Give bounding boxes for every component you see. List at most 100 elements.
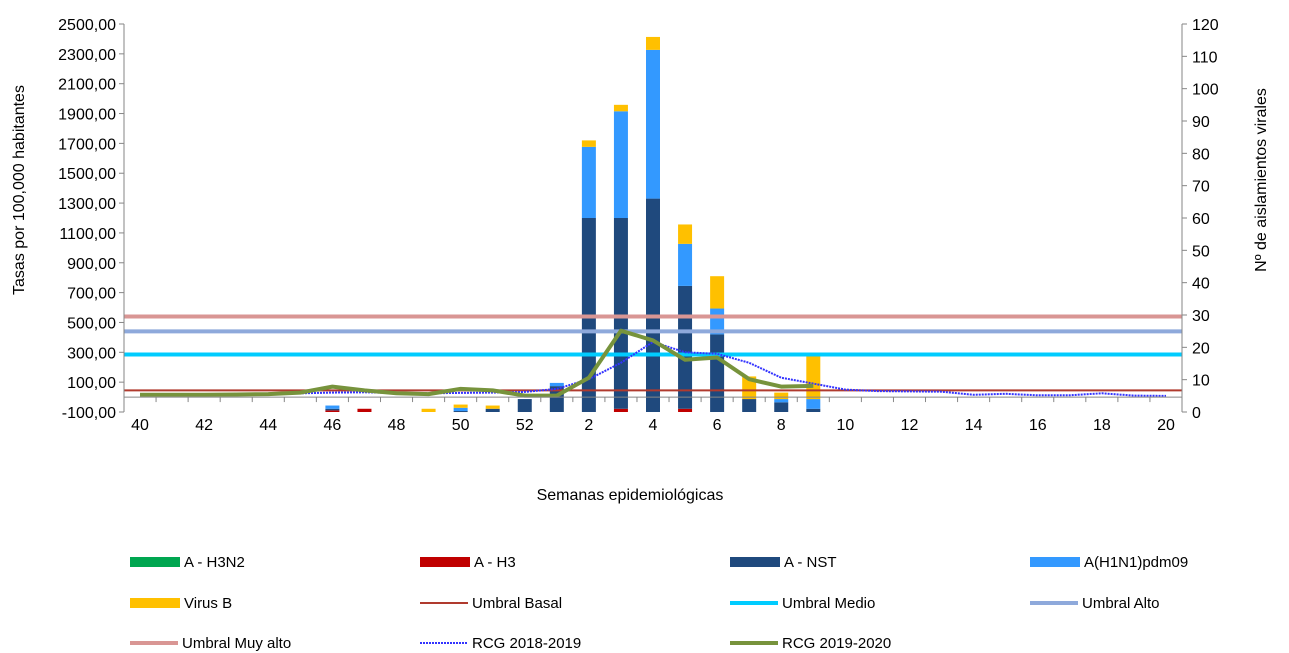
bar-a-h3-week-5 [678,408,693,412]
bar-virus-b-week-51 [485,405,500,409]
bar-virus-b-week-5 [678,224,693,244]
x-tick-label: 40 [131,417,149,434]
left-y-axis-title: Tasas por 100,000 habitantes [11,85,28,295]
legend-item-a-nst: A - NST [730,554,837,571]
x-tick-label: 8 [777,417,786,434]
legend-label: Umbral Medio [782,595,875,612]
x-tick-label: 2 [584,417,593,434]
legend-label: RCG 2019-2020 [782,635,891,652]
right-y-axis-title: Nº de aislamientos virales [1253,88,1270,272]
left-tick-label: 2500,00 [58,17,116,34]
bar-a-nst-week-3 [613,218,628,409]
bar-virus-b-week-9 [806,353,821,400]
bar-a-h1n1-pdm09-week-50 [453,407,468,412]
legend-item-a-h3n2: A - H3N2 [130,554,245,571]
bar-virus-b-week-3 [613,104,628,112]
x-tick-label: 42 [195,417,213,434]
legend: A - H3N2 A - H3 A - NST A(H1N1)pdm09 Virus B… [130,554,1188,652]
legend-label: A - H3N2 [184,554,245,571]
bar-virus-b-week-8 [774,392,789,400]
legend-swatch [730,557,780,567]
bar-virus-b-week-6 [710,276,725,309]
line-rcg-2018-2019 [139,340,1167,397]
legend-swatch [420,557,470,567]
right-tick-label: 110 [1192,49,1218,66]
line-rcg-2019-2020 [140,328,814,398]
bar-a-h1n1-pdm09-week-9 [806,399,821,409]
bar-a-h1n1-pdm09-week-4 [646,49,660,199]
left-tick-label: -100,00 [62,405,116,422]
left-tick-label: 1700,00 [58,136,116,153]
plot-area [124,36,1182,413]
legend-label: Virus B [184,595,232,612]
x-tick-label: 20 [1157,417,1175,434]
x-tick-label: 18 [1093,417,1111,434]
bar-a-h1n1-pdm09-week-1 [549,382,564,387]
legend-item-rcg-2019-2020: RCG 2019-2020 [730,635,891,652]
x-tick-label: 6 [713,417,722,434]
legend-item-umbral-muy-alto: Umbral Muy alto [130,635,291,652]
legend-swatch [130,557,180,567]
bar-a-h1n1-pdm09-week-46 [325,405,340,409]
legend-item-umbral-medio: Umbral Medio [730,595,875,612]
bar-a-nst-week-4 [646,198,660,412]
right-tick-label: 60 [1192,211,1210,228]
right-tick-label: 70 [1192,179,1210,196]
x-tick-label: 16 [1029,417,1047,434]
legend-label: Umbral Alto [1082,595,1160,612]
bar-a-nst-week-8 [774,402,789,412]
right-tick-label: 100 [1192,82,1219,99]
x-tick-label: 46 [323,417,341,434]
bar-a-nst-week-6 [710,334,725,412]
legend-label: A(H1N1)pdm09 [1084,554,1188,571]
right-tick-label: 40 [1192,276,1210,293]
x-tick-label: 10 [836,417,854,434]
bar-a-h1n1-pdm09-week-2 [581,146,596,218]
bar-a-h1n1-pdm09-week-3 [613,111,628,218]
bar-virus-b-week-49 [421,408,436,412]
bar-a-nst-week-52 [517,399,532,412]
bar-a-h1n1-pdm09-week-8 [774,399,789,403]
legend-item-rcg-2018-2019: RCG 2018-2019 [420,635,581,652]
left-tick-label: 1500,00 [58,166,116,183]
x-tick-label: 12 [901,417,919,434]
legend-label: Umbral Basal [472,595,562,612]
bar-a-nst-week-50 [453,411,468,413]
left-tick-label: 900,00 [67,256,116,273]
x-tick-label: 52 [516,417,534,434]
right-tick-label: 80 [1192,146,1210,163]
bar-a-h3-week-46 [325,410,340,412]
left-tick-label: 300,00 [67,345,116,362]
right-tick-label: 120 [1192,17,1219,34]
legend-item-virus-b: Virus B [130,595,232,612]
bar-a-nst-week-46 [325,408,340,411]
legend-swatch [130,598,180,608]
legend-item-umbral-alto: Umbral Alto [1030,595,1160,612]
left-tick-label: 1100,00 [59,226,116,243]
left-tick-label: 2300,00 [58,47,116,64]
x-tick-label: 50 [452,417,470,434]
bar-virus-b-week-50 [453,404,468,408]
right-tick-label: 10 [1192,373,1210,390]
bar-a-nst-week-7 [742,399,757,412]
left-tick-label: 700,00 [67,286,116,303]
legend-item-a-h1n1-pdm09: A(H1N1)pdm09 [1030,554,1188,571]
right-tick-label: 20 [1192,340,1210,357]
right-tick-label: 50 [1192,243,1210,260]
bar-virus-b-week-7 [742,376,757,400]
bar-a-h1n1-pdm09-week-5 [678,243,693,286]
x-axis-title: Semanas epidemiológicas [537,487,724,504]
legend-label: A - NST [784,554,837,571]
bar-a-nst-week-9 [806,408,821,412]
right-tick-label: 0 [1192,405,1201,422]
x-tick-label: 48 [388,417,406,434]
bar-virus-b-week-2 [581,140,596,147]
legend-item-umbral-basal: Umbral Basal [420,595,562,612]
legend-label: Umbral Muy alto [182,635,291,652]
legend-label: RCG 2018-2019 [472,635,581,652]
bar-a-nst-week-51 [485,408,500,412]
x-tick-label: 4 [649,417,658,434]
bar-a-h3-week-3 [613,408,628,412]
left-tick-label: 1300,00 [58,196,116,213]
